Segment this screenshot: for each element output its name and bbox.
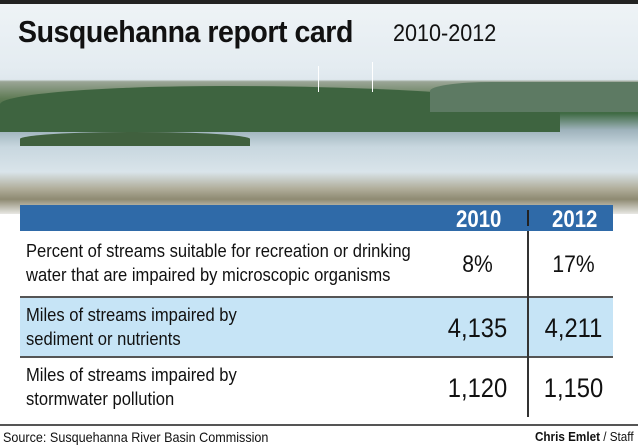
value-2012: 1,150 — [543, 373, 604, 403]
source-note: Source: Susquehanna River Basin Commissi… — [3, 429, 269, 445]
page-title: Susquehanna report card — [18, 14, 353, 49]
credit-role: / Staff — [600, 429, 634, 444]
header-divider — [527, 210, 529, 226]
report-table: 2010 2012 Percent of streams suitable fo… — [20, 205, 613, 418]
table-row: Percent of streams suitable for recreati… — [20, 231, 613, 298]
page-subtitle: 2010-2012 — [393, 20, 497, 47]
value-2010: 1,120 — [447, 373, 508, 403]
column-divider — [527, 231, 529, 417]
table-row: Miles of streams impaired by sediment or… — [20, 298, 613, 358]
island — [20, 132, 250, 146]
top-bar — [0, 0, 638, 4]
row-label-line: Miles of streams impaired by — [26, 305, 237, 325]
table-row: Miles of streams impaired by stormwater … — [20, 358, 613, 418]
row-label-line: water that are impaired by microscopic o… — [26, 265, 391, 285]
value-2012: 4,211 — [544, 313, 603, 343]
column-header-2012: 2012 — [552, 206, 598, 233]
value-2010: 8% — [462, 251, 493, 278]
value-2012: 17% — [552, 251, 595, 278]
column-header-2010: 2010 — [456, 206, 502, 233]
value-2010: 4,135 — [447, 313, 508, 343]
river-photo — [0, 4, 638, 214]
footer-divider — [0, 424, 638, 426]
row-label-line: sediment or nutrients — [26, 329, 181, 349]
table-header: 2010 2012 — [20, 205, 613, 233]
credit-name: Chris Emlet — [535, 429, 601, 444]
row-label-line: stormwater pollution — [26, 389, 175, 409]
row-label-line: Miles of streams impaired by — [26, 365, 237, 385]
credit: Chris Emlet / Staff — [535, 429, 634, 444]
hill — [430, 82, 638, 112]
row-label-line: Percent of streams suitable for recreati… — [26, 241, 411, 261]
wind-turbine — [372, 62, 373, 92]
wind-turbine — [318, 66, 319, 92]
